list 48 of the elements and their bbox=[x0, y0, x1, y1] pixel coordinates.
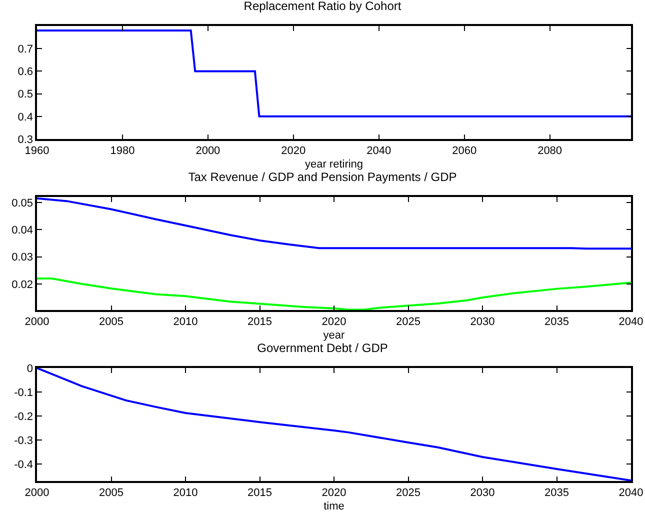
line-series bbox=[37, 197, 631, 250]
x-tick-label: 2080 bbox=[538, 144, 562, 157]
x-tick-label: 2035 bbox=[544, 316, 569, 328]
y-tick-label: 0.6 bbox=[18, 66, 34, 78]
chart-title: Replacement Ratio by Cohort bbox=[244, 0, 402, 14]
x-axis-title: year retiring bbox=[304, 158, 364, 171]
line-series bbox=[37, 277, 631, 310]
y-tick-label: 0.02 bbox=[12, 278, 34, 291]
y-tick-label: 0.03 bbox=[12, 252, 34, 264]
x-tick-label: 2015 bbox=[248, 316, 272, 328]
x-tick-label: 2000 bbox=[24, 316, 50, 328]
x-tick-label: 2025 bbox=[396, 486, 420, 499]
x-tick-label: 2040 bbox=[618, 316, 644, 328]
x-tick-label: 2005 bbox=[99, 486, 124, 499]
y-tick-label: 0.3 bbox=[18, 134, 34, 146]
x-tick-label: 2000 bbox=[24, 486, 50, 499]
x-tick-label: 2015 bbox=[248, 486, 272, 499]
y-tick-label: 0.04 bbox=[12, 224, 34, 236]
x-tick-label: 2020 bbox=[281, 144, 306, 157]
y-tick-label: 0.5 bbox=[18, 88, 34, 101]
x-tick-label: 2060 bbox=[452, 144, 477, 157]
x-tick-label: 1960 bbox=[24, 144, 50, 157]
y-tick-label: 0 bbox=[26, 362, 34, 375]
y-tick-label: -0.1 bbox=[14, 386, 34, 399]
y-tick-label: 0.05 bbox=[12, 197, 34, 210]
y-tick-label: -0.2 bbox=[14, 410, 34, 423]
x-tick-label: 2020 bbox=[322, 316, 346, 328]
y-tick-label: 0.4 bbox=[18, 111, 34, 124]
x-tick-label: 2010 bbox=[173, 486, 198, 499]
x-tick-label: 2020 bbox=[322, 486, 346, 499]
x-tick-label: 2025 bbox=[396, 316, 420, 328]
x-tick-label: 2040 bbox=[618, 486, 644, 499]
y-tick-label: -0.3 bbox=[14, 434, 34, 447]
x-tick-label: 1980 bbox=[110, 144, 135, 157]
x-tick-label: 2000 bbox=[196, 144, 220, 157]
x-tick-label: 2035 bbox=[544, 486, 569, 499]
chart-title: Tax Revenue / GDP and Pension Payments / GDP bbox=[188, 170, 457, 184]
line-series bbox=[37, 368, 631, 481]
x-tick-label: 2040 bbox=[366, 144, 392, 157]
y-tick-label: -0.4 bbox=[14, 459, 34, 472]
y-tick-label: 0.7 bbox=[18, 43, 34, 56]
x-tick-label: 2010 bbox=[173, 316, 198, 328]
x-axis-title: time bbox=[324, 500, 344, 513]
x-axis-title: year bbox=[323, 330, 346, 342]
chart-title: Government Debt / GDP bbox=[257, 341, 388, 356]
x-tick-label: 2030 bbox=[470, 316, 495, 328]
x-tick-label: 2005 bbox=[99, 316, 124, 328]
x-tick-label: 2030 bbox=[470, 486, 495, 499]
